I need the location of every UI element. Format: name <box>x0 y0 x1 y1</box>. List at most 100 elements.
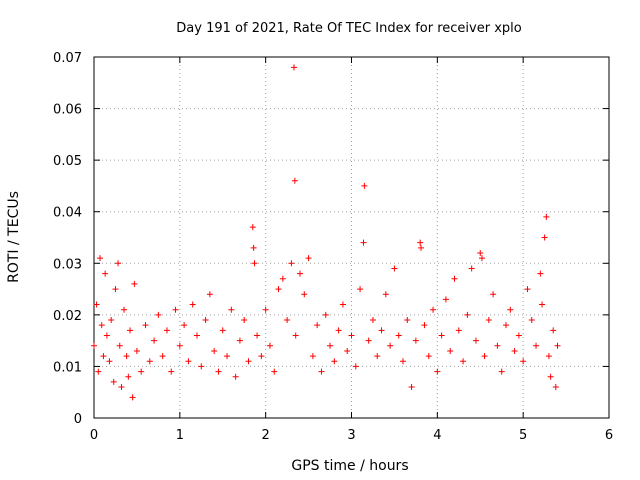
data-point <box>537 270 544 277</box>
y-tick-label: 0 <box>74 412 82 427</box>
data-point <box>224 353 231 360</box>
data-point <box>266 342 273 349</box>
data-point <box>552 384 559 391</box>
data-point <box>98 322 105 329</box>
data-point <box>254 332 261 339</box>
data-point <box>520 358 527 365</box>
data-point <box>361 182 368 189</box>
data-point <box>369 317 376 324</box>
data-point <box>129 394 136 401</box>
data-point <box>121 306 128 313</box>
data-point <box>478 255 485 262</box>
data-point <box>305 255 312 262</box>
data-point <box>118 384 125 391</box>
data-point <box>271 368 278 375</box>
data-point <box>395 332 402 339</box>
x-tick-label: 1 <box>176 428 184 443</box>
data-point <box>511 347 518 354</box>
x-tick-label: 4 <box>433 428 441 443</box>
y-tick-label: 0.01 <box>53 360 82 375</box>
data-point <box>357 286 364 293</box>
data-point <box>543 213 550 220</box>
data-point <box>236 337 243 344</box>
data-point <box>189 301 196 308</box>
data-point <box>472 337 479 344</box>
x-tick-label: 6 <box>605 428 613 443</box>
data-point <box>417 239 424 246</box>
data-point <box>172 306 179 313</box>
data-point <box>228 306 235 313</box>
data-point <box>112 286 119 293</box>
data-point <box>168 368 175 375</box>
data-point <box>455 327 462 334</box>
data-point <box>194 332 200 339</box>
data-point <box>262 306 269 313</box>
data-point <box>100 353 107 360</box>
x-tick-label: 0 <box>90 428 98 443</box>
data-point <box>507 306 514 313</box>
data-point <box>352 363 359 370</box>
data-point <box>115 260 122 267</box>
data-point <box>95 368 102 375</box>
data-point <box>387 342 394 349</box>
data-point <box>547 373 554 380</box>
grid-lines <box>94 57 609 418</box>
data-point <box>241 317 248 324</box>
data-point <box>133 347 140 354</box>
data-point <box>309 353 316 360</box>
data-point <box>322 311 329 318</box>
data-point <box>151 337 158 344</box>
data-point <box>245 358 252 365</box>
data-point <box>382 291 389 298</box>
data-point <box>103 332 110 339</box>
data-points <box>91 64 561 401</box>
data-point <box>108 317 115 324</box>
data-point <box>344 347 351 354</box>
data-point <box>292 332 299 339</box>
data-point <box>251 260 258 267</box>
data-point <box>464 311 471 318</box>
data-point <box>301 291 308 298</box>
y-tick-label: 0.02 <box>53 309 82 324</box>
data-point <box>438 332 445 339</box>
y-tick-label: 0.03 <box>53 257 82 272</box>
data-point <box>102 270 109 277</box>
data-point <box>142 322 149 329</box>
data-point <box>249 224 256 231</box>
data-point <box>365 337 372 344</box>
data-point <box>412 337 419 344</box>
data-point <box>275 286 282 293</box>
data-point <box>318 368 325 375</box>
data-point <box>425 353 432 360</box>
data-point <box>290 64 297 71</box>
data-point <box>485 317 492 324</box>
data-point <box>533 342 540 349</box>
data-point <box>528 317 535 324</box>
data-point <box>378 327 385 334</box>
data-point <box>460 358 467 365</box>
y-tick-label: 0.04 <box>53 206 82 221</box>
data-point <box>198 363 205 370</box>
data-point <box>515 332 522 339</box>
data-point <box>554 342 561 349</box>
data-point <box>545 353 552 360</box>
data-point <box>279 275 286 282</box>
data-point <box>314 322 321 329</box>
data-point <box>404 317 411 324</box>
data-point <box>131 280 138 287</box>
data-point <box>232 373 239 380</box>
data-point <box>125 373 132 380</box>
data-point <box>331 358 338 365</box>
data-point <box>430 306 437 313</box>
data-point <box>159 353 166 360</box>
data-point <box>185 358 192 365</box>
data-point <box>541 234 548 241</box>
data-point <box>498 368 505 375</box>
data-point <box>434 368 441 375</box>
data-point <box>163 327 170 334</box>
data-point <box>335 327 342 334</box>
data-point <box>288 260 295 267</box>
y-tick-label: 0.05 <box>53 154 82 169</box>
y-tick-label: 0.06 <box>53 103 82 118</box>
